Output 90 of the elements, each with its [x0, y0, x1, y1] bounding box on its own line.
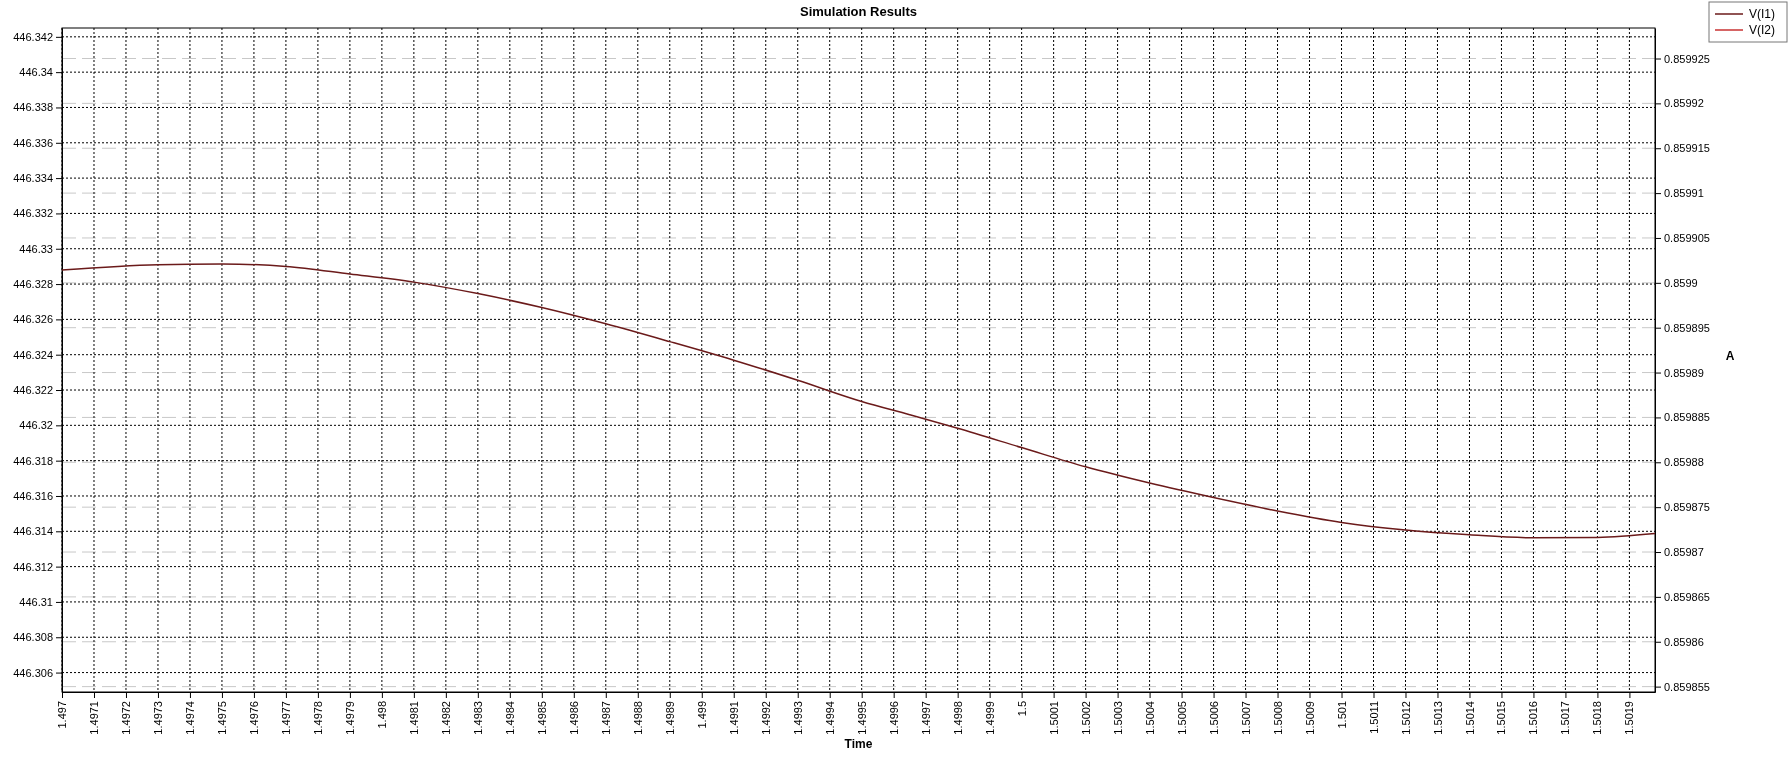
x-tick-label: 1.4973: [151, 701, 164, 735]
x-tick-label: 1.5001: [1047, 701, 1060, 735]
y2-tick-label: 0.859885: [1664, 411, 1710, 424]
y-tick-label: 446.342: [13, 30, 53, 43]
x-tick-label: 1.499: [695, 701, 708, 729]
x-tick-label: 1.4998: [951, 701, 964, 735]
x-axis-title: Time: [844, 737, 873, 751]
x-tick-label: 1.4989: [663, 701, 676, 735]
x-tick-label: 1.4978: [311, 701, 324, 735]
x-tick-label: 1.4991: [727, 701, 740, 735]
x-tick-label: 1.4988: [631, 701, 644, 735]
legend-label: V(I2): [1749, 23, 1776, 37]
y2-tick-label: 0.85991: [1664, 187, 1704, 200]
y2-tick-label: 0.85986: [1664, 635, 1704, 648]
y-tick-label: 446.334: [13, 172, 53, 185]
x-tick-label: 1.5011: [1367, 701, 1380, 734]
y2-tick-label: 0.859905: [1664, 231, 1710, 244]
x-tick-label: 1.5014: [1463, 701, 1476, 735]
y2-tick-label: 0.85992: [1664, 97, 1704, 110]
chart-title: Simulation Results: [799, 4, 918, 19]
x-tick-label: 1.4983: [471, 701, 484, 735]
y2-tick-label: 0.859895: [1664, 321, 1710, 334]
y-tick-label: 446.32: [19, 419, 53, 432]
x-tick-label: 1.4979: [343, 701, 356, 735]
x-tick-label: 1.5007: [1239, 701, 1252, 735]
y-tick-label: 446.306: [13, 666, 53, 679]
x-tick-label: 1.5016: [1527, 701, 1540, 735]
x-tick-label: 1.5: [1015, 701, 1028, 717]
x-tick-label: 1.5017: [1559, 701, 1572, 735]
y-tick-label: 446.314: [13, 525, 53, 538]
y2-tick-label: 0.859875: [1664, 501, 1710, 514]
x-tick-label: 1.5003: [1111, 701, 1124, 735]
x-tick-label: 1.4987: [599, 701, 612, 735]
x-tick-label: 1.5008: [1271, 701, 1284, 735]
x-tick-label: 1.4994: [823, 701, 836, 735]
y2-tick-label: 0.85988: [1664, 456, 1704, 469]
y-tick-label: 446.322: [13, 384, 53, 397]
x-tick-label: 1.4986: [567, 701, 580, 735]
y2-tick-label: 0.859925: [1664, 52, 1710, 65]
x-tick-label: 1.5015: [1495, 701, 1508, 735]
x-tick-label: 1.5002: [1079, 701, 1092, 735]
x-tick-label: 1.4984: [503, 701, 516, 735]
x-tick-label: 1.4985: [535, 701, 548, 735]
x-tick-label: 1.4972: [120, 701, 132, 735]
x-tick-label: 1.4997: [919, 701, 932, 735]
x-tick-label: 1.501: [1335, 701, 1348, 729]
legend-label: V(I1): [1749, 7, 1776, 21]
x-tick-label: 1.4981: [407, 701, 420, 735]
y-tick-label: 446.318: [13, 454, 53, 467]
x-tick-label: 1.4993: [791, 701, 804, 735]
y2-axis-title: A: [1725, 349, 1735, 363]
y-tick-label: 446.328: [13, 278, 53, 291]
y2-tick-label: 0.85989: [1664, 366, 1704, 379]
y-tick-label: 446.34: [19, 66, 53, 79]
y2-tick-label: 0.8599: [1664, 276, 1698, 289]
x-tick-label: 1.4971: [88, 701, 101, 735]
x-tick-label: 1.4999: [983, 701, 996, 735]
x-tick-label: 1.4995: [855, 701, 868, 735]
x-tick-label: 1.5019: [1623, 701, 1636, 735]
y-tick-label: 446.336: [13, 136, 53, 149]
x-tick-label: 1.5009: [1303, 701, 1316, 735]
x-tick-label: 1.5006: [1207, 701, 1220, 735]
y-tick-label: 446.338: [13, 101, 53, 114]
y-tick-label: 446.308: [13, 631, 53, 644]
y-tick-label: 446.326: [13, 313, 53, 326]
y-tick-label: 446.332: [13, 207, 53, 220]
y2-tick-label: 0.859865: [1664, 590, 1710, 603]
x-tick-label: 1.4977: [279, 701, 292, 735]
x-tick-label: 1.4975: [215, 701, 228, 735]
y2-tick-label: 0.85987: [1664, 546, 1704, 559]
x-tick-label: 1.4974: [183, 701, 196, 735]
y-tick-label: 446.31: [19, 595, 53, 608]
line-series: [61, 263, 1656, 539]
y2-tick-label: 0.859915: [1664, 142, 1710, 155]
x-tick-label: 1.5018: [1591, 701, 1604, 735]
y-tick-label: 446.312: [13, 560, 53, 573]
x-tick-label: 1.5013: [1431, 701, 1444, 735]
x-tick-label: 1.497: [56, 701, 69, 729]
x-tick-label: 1.4976: [247, 701, 260, 735]
y-tick-label: 446.324: [13, 348, 53, 361]
y2-tick-label: 0.859855: [1664, 680, 1710, 693]
x-tick-label: 1.5005: [1175, 701, 1188, 735]
y-tick-label: 446.316: [13, 490, 53, 502]
x-tick-label: 1.4982: [439, 701, 452, 735]
x-tick-label: 1.5012: [1399, 701, 1412, 735]
x-tick-label: 1.4996: [887, 701, 900, 735]
y-tick-label: 446.33: [19, 242, 53, 255]
x-tick-label: 1.5004: [1143, 701, 1156, 735]
x-tick-label: 1.498: [375, 701, 388, 729]
x-tick-label: 1.4992: [759, 701, 772, 735]
